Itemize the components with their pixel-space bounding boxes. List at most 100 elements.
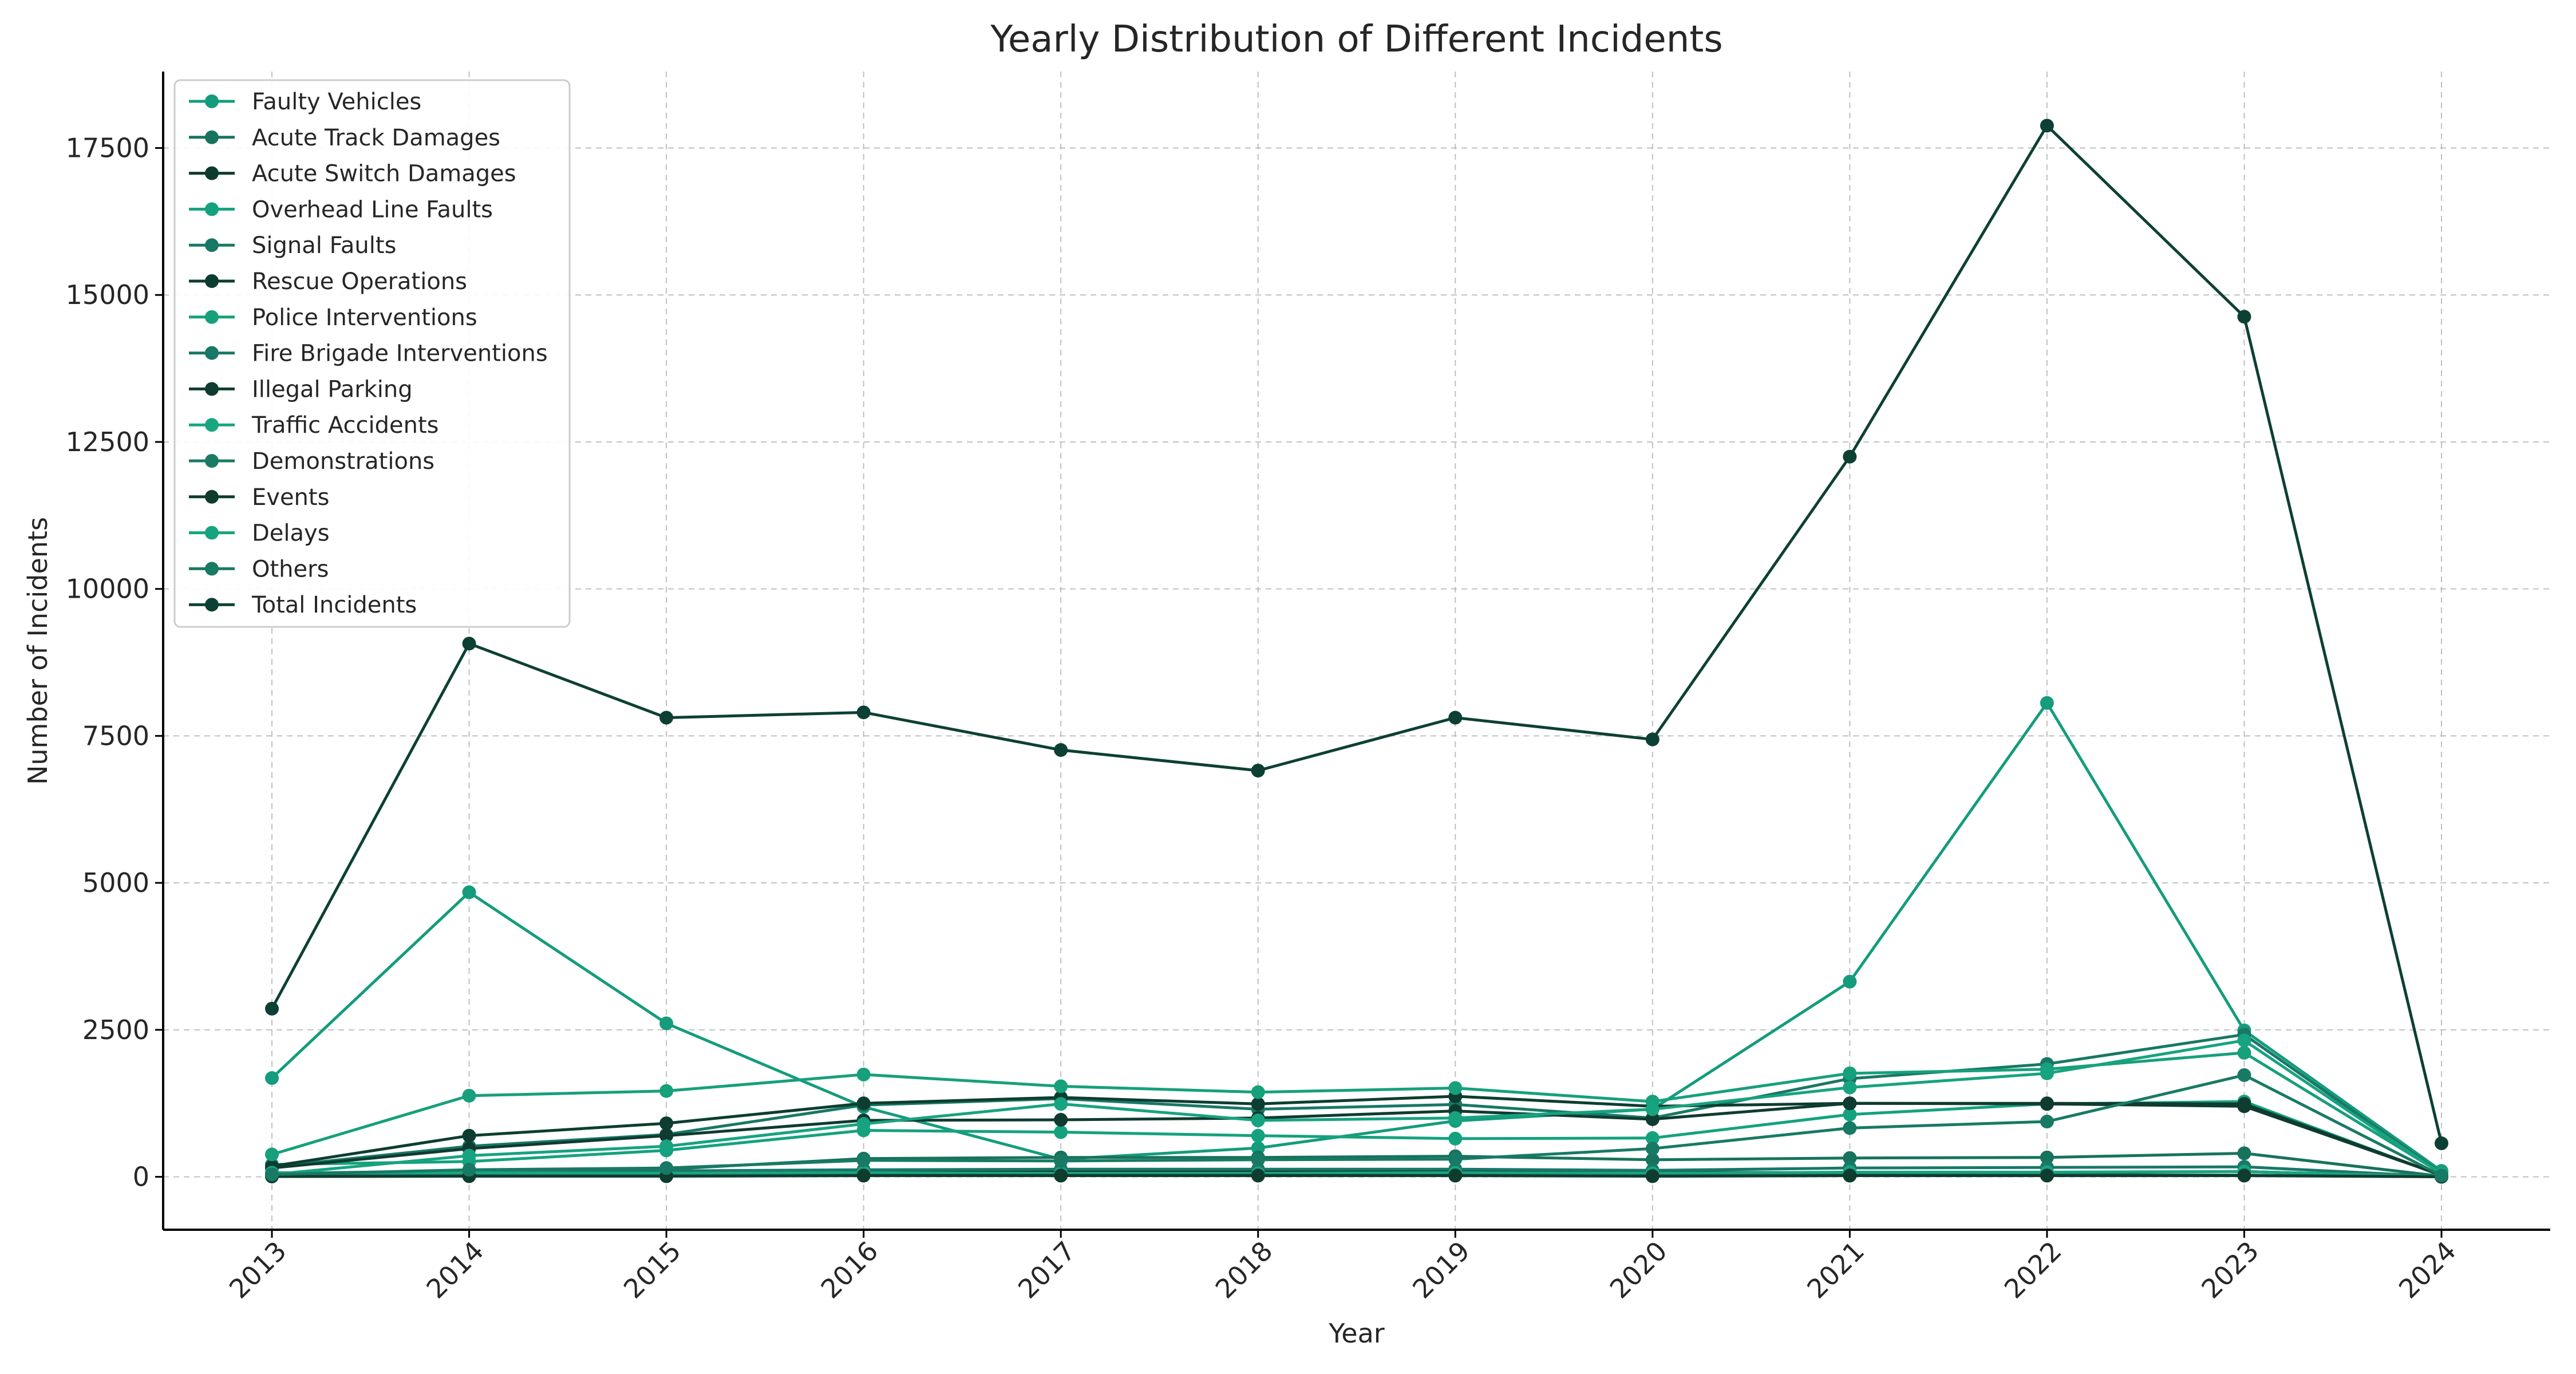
legend-item: Illegal Parking — [189, 376, 413, 402]
legend-label: Others — [252, 556, 329, 582]
x-axis-label: Year — [1328, 1318, 1384, 1349]
legend-label: Delays — [252, 520, 330, 547]
data-point — [1843, 449, 1857, 464]
legend-box — [173, 79, 571, 628]
y-tick-label: 10000 — [66, 574, 149, 605]
legend-marker — [205, 238, 219, 252]
data-point — [2237, 1068, 2251, 1082]
data-point — [2237, 1099, 2251, 1114]
data-point — [1645, 1152, 1660, 1167]
data-point — [1645, 1102, 1660, 1116]
data-point — [1843, 974, 1857, 989]
data-point — [1645, 732, 1660, 747]
data-point — [1843, 1107, 1857, 1122]
data-point — [659, 1116, 674, 1131]
data-point — [1645, 1169, 1660, 1183]
data-point — [1645, 1112, 1660, 1126]
data-point — [2237, 310, 2251, 324]
legend-label: Police Interventions — [252, 305, 477, 331]
legend-marker — [205, 562, 219, 576]
legend-marker — [205, 526, 219, 540]
legend-label: Illegal Parking — [252, 376, 413, 402]
legend-label: Demonstrations — [252, 448, 434, 475]
data-point — [856, 1067, 871, 1081]
data-point — [1251, 1113, 1265, 1127]
data-point — [462, 1128, 476, 1143]
series-line — [271, 1165, 2442, 1178]
data-point — [2237, 1146, 2251, 1160]
series-total-incidents — [265, 119, 2448, 1151]
y-axis-label: Number of Incidents — [22, 517, 53, 785]
data-point — [1054, 1125, 1068, 1139]
legend-item: Faulty Vehicles — [189, 89, 421, 115]
legend: Faulty Vehicles Acute Track Damages Acute … — [173, 79, 571, 628]
legend-item: Acute Switch Damages — [189, 161, 516, 187]
data-point — [2040, 1066, 2054, 1080]
data-point — [2237, 1033, 2251, 1048]
data-point — [1054, 1097, 1068, 1111]
series-others — [265, 1068, 2448, 1183]
data-point — [2435, 1168, 2448, 1183]
axes — [162, 72, 2550, 1231]
data-point — [1843, 1080, 1857, 1095]
legend-item: Overhead Line Faults — [189, 196, 493, 223]
legend-label: Fire Brigade Interventions — [252, 341, 548, 367]
data-point — [2040, 1150, 2054, 1164]
data-point — [1448, 1131, 1463, 1146]
data-point — [1448, 1081, 1463, 1095]
legend-label: Total Incidents — [251, 592, 417, 618]
grid — [163, 72, 2550, 1230]
legend-marker — [205, 598, 219, 612]
legend-label: Acute Track Damages — [252, 125, 500, 151]
data-point — [2040, 696, 2054, 710]
y-tick-label: 0 — [133, 1162, 149, 1193]
legend-item: Signal Faults — [189, 232, 396, 259]
data-point — [2237, 1168, 2251, 1183]
data-point — [1054, 1154, 1068, 1168]
data-point — [1251, 1152, 1265, 1167]
data-point — [1251, 1141, 1265, 1155]
data-point — [2435, 1136, 2448, 1151]
y-tick-label: 12500 — [66, 427, 149, 457]
legend-item: Demonstrations — [189, 448, 434, 475]
data-point — [1251, 1128, 1265, 1143]
data-point — [1645, 1142, 1660, 1156]
legend-marker — [205, 94, 219, 108]
data-point — [1251, 763, 1265, 777]
data-point — [659, 1139, 674, 1154]
data-point — [462, 1088, 476, 1103]
data-point — [1843, 1121, 1857, 1135]
data-point — [1054, 1168, 1068, 1183]
data-point — [1448, 1152, 1463, 1166]
data-point — [1448, 710, 1463, 725]
y-tick-label: 2500 — [82, 1014, 149, 1045]
y-tick-label: 17500 — [66, 132, 149, 163]
data-point — [1054, 1079, 1068, 1093]
legend-item: Fire Brigade Interventions — [189, 341, 548, 367]
legend-item: Rescue Operations — [189, 269, 467, 295]
series-line — [270, 124, 2443, 1144]
legend-item: Traffic Accidents — [189, 412, 439, 439]
data-point — [265, 1001, 279, 1016]
series-line — [272, 1170, 2442, 1178]
y-ticks: 0 2500 5000 7500 10000 12500 15000 17500 — [66, 132, 163, 1193]
data-point — [659, 710, 674, 725]
legend-marker — [205, 310, 219, 324]
legend-label: Traffic Accidents — [251, 412, 439, 439]
series-line — [271, 1174, 2442, 1178]
legend-marker — [205, 489, 219, 504]
legend-marker — [205, 130, 219, 144]
data-point — [856, 1153, 871, 1167]
data-point — [2040, 119, 2054, 133]
data-point — [659, 1128, 674, 1143]
data-point — [1448, 1168, 1463, 1183]
series-line — [271, 1073, 2443, 1177]
data-point — [1843, 1168, 1857, 1183]
data-point — [856, 705, 871, 720]
data-point — [462, 1148, 476, 1163]
data-point — [1843, 1096, 1857, 1111]
data-point — [1448, 1111, 1463, 1125]
data-point — [1251, 1168, 1265, 1183]
series-line — [271, 701, 2443, 1172]
